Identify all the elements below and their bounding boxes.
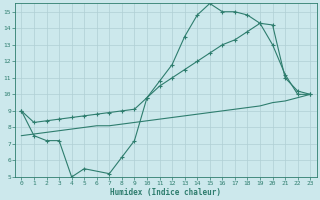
X-axis label: Humidex (Indice chaleur): Humidex (Indice chaleur) — [110, 188, 221, 197]
